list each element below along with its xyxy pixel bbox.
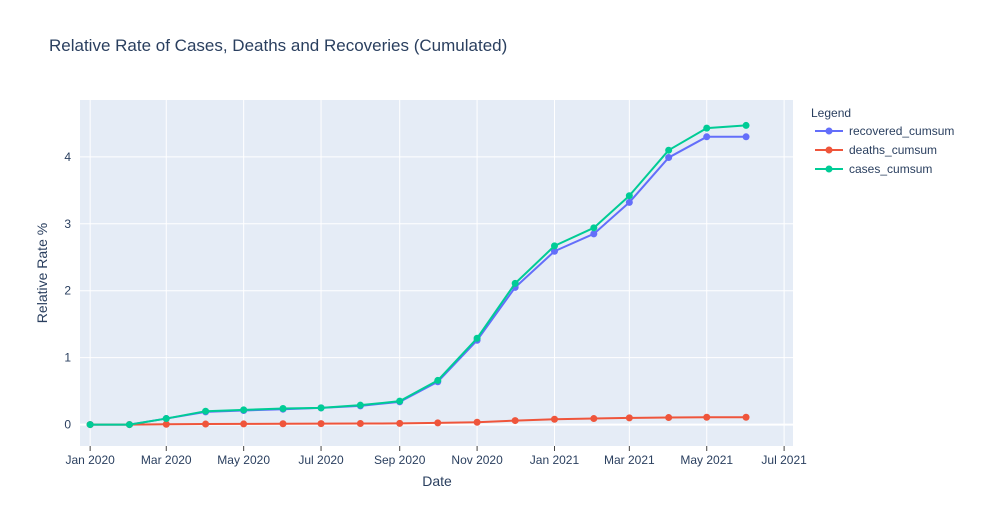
legend-item-cases_cumsum[interactable]: cases_cumsum [815, 162, 932, 176]
grid-lines [80, 100, 793, 446]
legend-swatch-marker [825, 146, 833, 154]
data-point [162, 420, 170, 428]
data-point [317, 420, 325, 428]
x-tick-label: Jul 2020 [298, 453, 344, 467]
data-point [665, 146, 673, 154]
legend-item-recovered_cumsum[interactable]: recovered_cumsum [815, 124, 954, 138]
y-tick-label: 0 [64, 418, 71, 432]
legend-label: recovered_cumsum [849, 124, 954, 138]
data-point [356, 401, 364, 409]
series-line [90, 124, 747, 426]
x-tick-label: Mar 2020 [141, 453, 192, 467]
y-axis-label: Relative Rate % [34, 223, 50, 323]
data-point [473, 418, 481, 426]
data-point [511, 279, 519, 287]
data-point [625, 192, 633, 200]
x-tick-label: Jan 2021 [530, 453, 580, 467]
legend-swatch-marker [825, 127, 833, 135]
data-point [240, 420, 248, 428]
data-point [511, 417, 519, 425]
x-tick-label: Jan 2020 [65, 453, 115, 467]
legend-title: Legend [811, 106, 851, 120]
legend-label: cases_cumsum [849, 162, 932, 176]
data-point [550, 242, 558, 250]
data-point [356, 420, 364, 428]
data-point [396, 397, 404, 405]
series-group [86, 121, 750, 429]
data-point [742, 133, 750, 141]
y-tick-label: 2 [64, 284, 71, 298]
data-point [665, 154, 673, 162]
data-point [434, 419, 442, 427]
x-tick-labels: Jan 2020 Mar 2020 May 2020 Jul 2020 Sep 2020… [65, 446, 807, 467]
data-point [162, 415, 170, 423]
data-point [279, 405, 287, 413]
data-point [590, 415, 598, 423]
data-point [240, 406, 248, 414]
data-point [665, 414, 673, 422]
x-tick-label: May 2021 [680, 453, 733, 467]
x-tick-label: May 2020 [217, 453, 270, 467]
data-point [625, 414, 633, 422]
data-point [125, 421, 133, 429]
x-axis-label: Date [422, 473, 452, 489]
series-line [90, 416, 747, 426]
chart-title: Relative Rate of Cases, Deaths and Recov… [49, 36, 507, 55]
series-cases_cumsum [86, 121, 750, 429]
y-tick-labels: 0 1 2 3 4 [64, 150, 71, 432]
x-tick-label: Sep 2020 [374, 453, 426, 467]
data-point [703, 133, 711, 141]
data-point [317, 404, 325, 412]
data-point [625, 198, 633, 206]
legend[interactable]: Legend recovered_cumsum deaths_cumsumcase… [811, 106, 954, 176]
data-point [550, 247, 558, 255]
x-tick-label: Jul 2021 [761, 453, 807, 467]
y-tick-label: 3 [64, 217, 71, 231]
data-point [742, 121, 750, 129]
y-tick-label: 4 [64, 150, 71, 164]
plot-area [80, 100, 793, 446]
data-point [434, 376, 442, 384]
data-point [396, 419, 404, 427]
x-tick-label: Nov 2020 [451, 453, 503, 467]
data-point [473, 334, 481, 342]
data-point [202, 420, 210, 428]
data-point [279, 420, 287, 428]
data-point [703, 413, 711, 421]
data-point [742, 413, 750, 421]
data-point [202, 407, 210, 415]
data-point [550, 415, 558, 423]
legend-item-deaths_cumsum[interactable]: deaths_cumsum [815, 143, 937, 157]
legend-label: deaths_cumsum [849, 143, 937, 157]
x-tick-label: Mar 2021 [604, 453, 655, 467]
data-point [703, 124, 711, 132]
y-tick-label: 1 [64, 351, 71, 365]
data-point [86, 421, 94, 429]
data-point [590, 230, 598, 238]
legend-swatch-marker [825, 165, 833, 173]
data-point [590, 224, 598, 232]
